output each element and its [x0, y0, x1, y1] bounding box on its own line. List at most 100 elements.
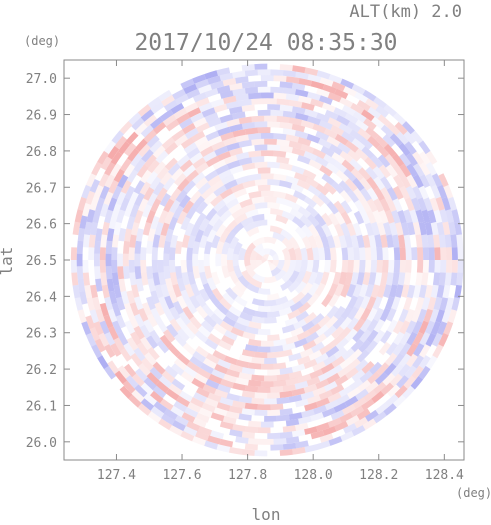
- radar-cell: [282, 425, 296, 433]
- radar-cell: [298, 78, 312, 87]
- radar-cell: [382, 247, 389, 260]
- radar-cell: [267, 310, 281, 318]
- radar-cell: [251, 298, 265, 307]
- radar-cell: [202, 223, 214, 238]
- radar-cell: [338, 122, 353, 135]
- radar-cell: [163, 253, 170, 267]
- radar-cell: [180, 430, 195, 442]
- radar-cell: [438, 272, 446, 286]
- radar-cell: [160, 222, 170, 236]
- radar-cell: [380, 187, 392, 201]
- radar-cell: [241, 81, 255, 89]
- radar-cell: [232, 382, 246, 391]
- radar-cell: [321, 407, 336, 418]
- radar-cell: [329, 260, 337, 273]
- radar-cell: [174, 134, 188, 147]
- radar-cell: [349, 129, 364, 142]
- radar-cell: [279, 180, 293, 189]
- radar-cell: [254, 351, 268, 359]
- radar-cell: [307, 224, 320, 238]
- radar-cell: [346, 317, 359, 331]
- radar-cell: [257, 427, 271, 434]
- axis-tick-labels: 127.4 127.6 127.8 128.0 128.2 128.4 26.0 26.1 26…: [26, 72, 464, 483]
- radar-cell: [104, 296, 114, 311]
- radar-cell: [89, 196, 99, 211]
- radar-cell: [429, 308, 440, 323]
- radar-cell: [104, 332, 116, 346]
- radar-cell: [130, 331, 142, 346]
- radar-cell: [194, 372, 209, 385]
- radar-cell: [101, 221, 110, 236]
- radar-cell: [457, 247, 464, 260]
- radar-cell: [180, 260, 188, 273]
- radar-cell: [279, 390, 293, 398]
- radar-cell: [406, 152, 418, 167]
- radar-cell: [169, 199, 181, 214]
- radar-cell: [270, 444, 284, 451]
- radar-cell: [276, 115, 290, 123]
- radar-cell: [346, 283, 357, 298]
- radar-cell: [152, 145, 166, 159]
- radar-cell: [264, 98, 277, 105]
- radar-cell: [186, 361, 201, 373]
- radar-cell: [361, 361, 375, 374]
- radar-cell: [205, 378, 220, 390]
- radar-cell: [439, 209, 449, 223]
- radar-cell: [417, 308, 427, 323]
- radar-cell: [225, 310, 239, 322]
- radar-cell: [270, 109, 284, 117]
- radar-cell: [131, 117, 145, 131]
- radar-cell: [88, 247, 95, 260]
- radar-cell: [103, 314, 114, 329]
- radar-cell: [215, 164, 229, 175]
- radar-cell: [369, 361, 382, 375]
- radar-cell: [245, 242, 256, 256]
- radar-cell: [354, 91, 369, 104]
- radar-cell: [373, 329, 386, 344]
- radar-cell: [270, 403, 284, 411]
- radar-cell: [169, 188, 182, 202]
- radar-cell: [214, 145, 229, 157]
- radar-cell: [149, 329, 162, 344]
- radar-cell: [281, 260, 291, 273]
- radar-cell: [300, 119, 315, 129]
- radar-cell: [406, 284, 416, 299]
- radar-cell: [331, 326, 345, 339]
- radar-cell: [305, 176, 319, 189]
- radar-cell: [114, 135, 128, 150]
- radar-cell: [273, 133, 287, 141]
- radar-cell: [427, 234, 435, 248]
- radar-cell: [270, 266, 282, 277]
- radar-cell: [95, 228, 103, 242]
- radar-cell: [140, 336, 152, 351]
- radar-cell: [204, 338, 219, 350]
- radar-cell: [90, 284, 98, 299]
- radar-cell: [319, 77, 334, 87]
- radar-cell: [251, 98, 265, 105]
- radar-cell: [385, 394, 399, 407]
- radar-cell: [128, 260, 135, 273]
- radar-cell: [176, 210, 188, 225]
- radar-cell: [310, 430, 325, 440]
- radar-cell: [323, 182, 337, 195]
- radar-cell: [149, 366, 163, 380]
- radar-cell: [445, 297, 454, 311]
- radar-cell: [307, 74, 322, 83]
- radar-cell: [105, 240, 113, 254]
- radar-cell: [306, 133, 321, 144]
- radar-cell: [77, 309, 87, 324]
- radar-cell: [264, 236, 277, 245]
- radar-cell: [331, 355, 346, 368]
- radar-cell: [341, 131, 355, 143]
- radar-cell: [399, 331, 411, 346]
- radar-cell: [90, 221, 98, 236]
- radar-cell: [264, 375, 277, 382]
- radar-cell: [264, 115, 277, 122]
- radar-cell: [251, 115, 265, 123]
- radar-cell: [194, 135, 209, 148]
- radar-cell: [257, 184, 271, 192]
- radar-cell: [82, 272, 90, 286]
- radar-cell: [276, 98, 290, 106]
- radar-cell: [325, 162, 340, 175]
- radar-cell: [366, 307, 378, 322]
